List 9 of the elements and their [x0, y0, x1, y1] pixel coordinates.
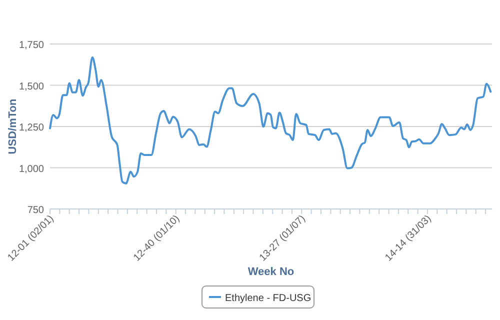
x-axis-title: Week No — [248, 266, 294, 278]
y-tick-label: 1,500 — [18, 81, 44, 92]
y-tick-label: 1,000 — [18, 164, 44, 175]
legend-label: Ethylene - FD-USG — [225, 293, 312, 304]
y-tick-label: 1,250 — [18, 122, 44, 134]
line-series — [49, 56, 492, 184]
y-axis-title: USD/mTon — [7, 98, 19, 154]
y-tick-label: 1,750 — [18, 40, 44, 51]
y-tick-label: 750 — [27, 205, 44, 216]
